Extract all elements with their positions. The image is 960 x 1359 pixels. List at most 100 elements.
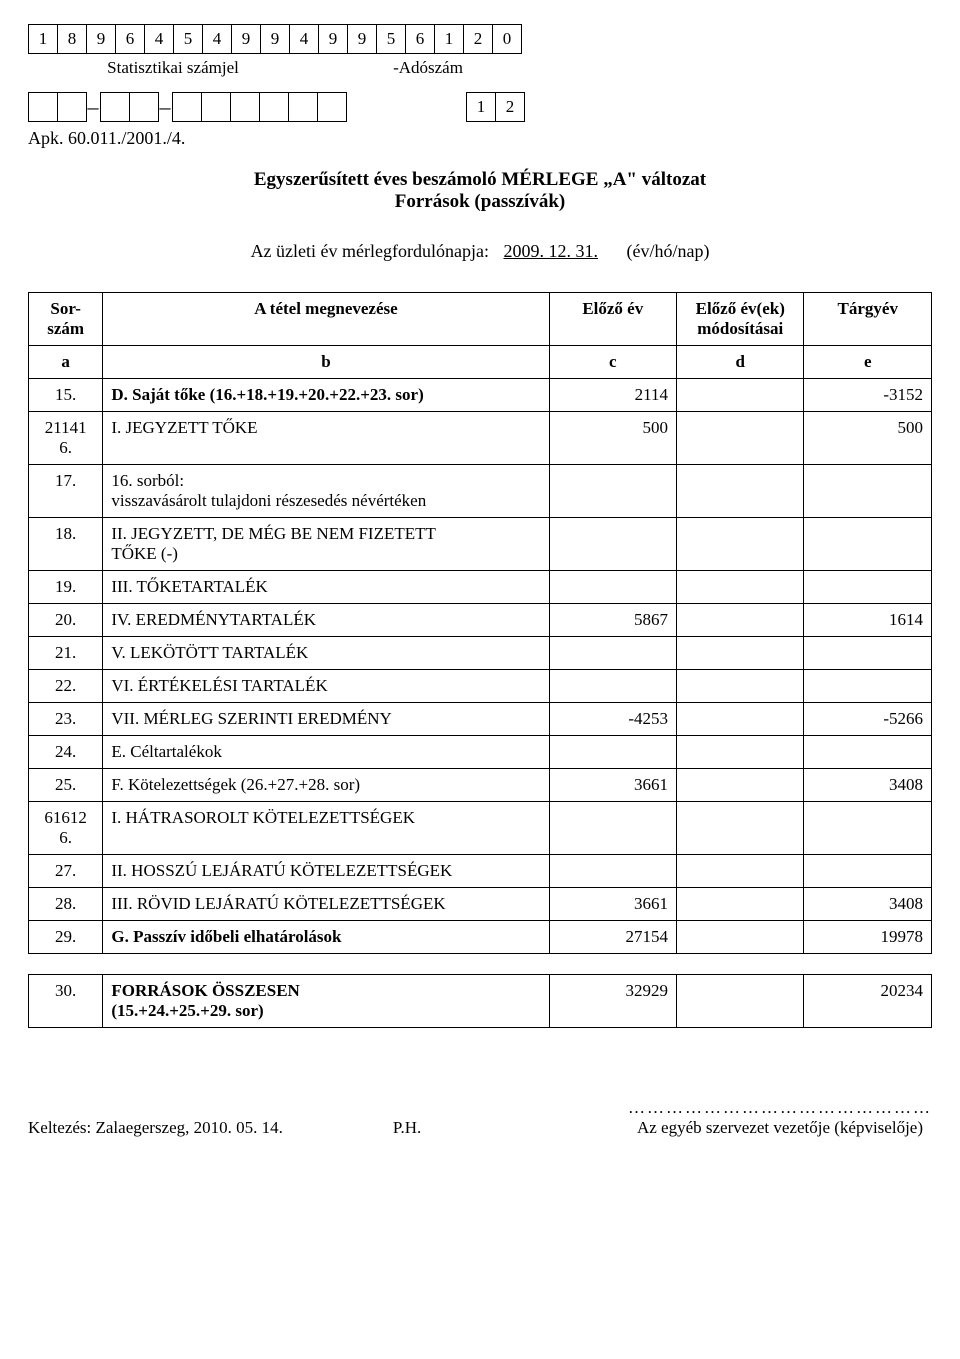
fiscal-prefix: Az üzleti év mérlegfordulónapja:: [251, 241, 489, 261]
table-row: 24.E. Céltartalékok: [29, 736, 932, 769]
cell-current: -3152: [804, 379, 932, 412]
stat-digit: 9: [318, 24, 348, 54]
th-c2: c: [549, 346, 676, 379]
cell-name: F. Kötelezettségek (26.+27.+28. sor): [103, 769, 549, 802]
cell-sor: 15.: [29, 379, 103, 412]
cell-prev: [549, 518, 676, 571]
cell-sor: 29.: [29, 921, 103, 954]
empty-digit-cell: [288, 92, 318, 122]
cell-prev: [549, 465, 676, 518]
cell-name: 16. sorból: visszavásárolt tulajdoni rés…: [103, 465, 549, 518]
cell-name: II. HOSSZÚ LEJÁRATÚ KÖTELEZETTSÉGEK: [103, 855, 549, 888]
title-line-2: Források (passzívák): [28, 191, 932, 213]
cell-current: 19978: [804, 921, 932, 954]
stat-number-row: 18964549949956120: [28, 24, 932, 54]
title-block: Egyszerűsített éves beszámoló MÉRLEGE „A…: [28, 169, 932, 213]
stat-digit: 9: [347, 24, 377, 54]
cell-mod: [677, 670, 804, 703]
cell-prev: [549, 802, 676, 855]
cell-prev: [549, 855, 676, 888]
stat-digit: 5: [173, 24, 203, 54]
tax-label: -Adószám: [368, 58, 488, 78]
cell-sor: 24.: [29, 736, 103, 769]
table-row: 17. 16. sorból: visszavásárolt tulajdoni…: [29, 465, 932, 518]
empty-digit-cell: [57, 92, 87, 122]
cell-sor: 28.: [29, 888, 103, 921]
cell-sor: 23.: [29, 703, 103, 736]
cell-current: [804, 571, 932, 604]
cell-current: [804, 670, 932, 703]
signature-label: Az egyéb szervezet vezetője (képviselője…: [628, 1118, 932, 1138]
cell-current: 3408: [804, 769, 932, 802]
th-d2: d: [677, 346, 804, 379]
cell-name: E. Céltartalékok: [103, 736, 549, 769]
cell-prev: [549, 637, 676, 670]
table-row: 15.D. Saját tőke (16.+18.+19.+20.+22.+23…: [29, 379, 932, 412]
cell-mod: [677, 975, 804, 1028]
table-row: 18.II. JEGYZETT, DE MÉG BE NEM FIZETETT …: [29, 518, 932, 571]
cell-prev: 5867: [549, 604, 676, 637]
cell-sor: 30.: [29, 975, 103, 1028]
stat-digit: 9: [260, 24, 290, 54]
table-row: 29.G. Passzív időbeli elhatárolások27154…: [29, 921, 932, 954]
table-row: 19.III. TŐKETARTALÉK: [29, 571, 932, 604]
table-row: 21141 6.I. JEGYZETT TŐKE500500: [29, 412, 932, 465]
table-row: 25.F. Kötelezettségek (26.+27.+28. sor)3…: [29, 769, 932, 802]
cell-prev: [549, 736, 676, 769]
cell-mod: [677, 769, 804, 802]
cell-current: 3408: [804, 888, 932, 921]
stat-digit: 4: [289, 24, 319, 54]
empty-digit-cell: [172, 92, 202, 122]
table-row: 28.III. RÖVID LEJÁRATÚ KÖTELEZETTSÉGEK36…: [29, 888, 932, 921]
cell-mod: [677, 802, 804, 855]
table-row: 21.V. LEKÖTÖTT TARTALÉK: [29, 637, 932, 670]
stat-digit: 6: [405, 24, 435, 54]
cell-mod: [677, 888, 804, 921]
stat-digit: 6: [115, 24, 145, 54]
cell-current: [804, 637, 932, 670]
stat-digit: 8: [57, 24, 87, 54]
signature-dots: …………………………………………: [628, 1098, 932, 1118]
cell-current: [804, 855, 932, 888]
keltezes: Keltezés: Zalaegerszeg, 2010. 05. 14.: [28, 1118, 283, 1138]
dash-separator: –: [158, 94, 172, 120]
cell-mod: [677, 855, 804, 888]
cell-prev: 2114: [549, 379, 676, 412]
cell-name: III. RÖVID LEJÁRATÚ KÖTELEZETTSÉGEK: [103, 888, 549, 921]
stat-digit: 0: [492, 24, 522, 54]
apk-number: Apk. 60.011./2001./4.: [28, 128, 932, 149]
row2-right-digit: 2: [495, 92, 525, 122]
cell-name: G. Passzív időbeli elhatárolások: [103, 921, 549, 954]
stat-digit: 1: [28, 24, 58, 54]
cell-mod: [677, 412, 804, 465]
cell-name: V. LEKÖTÖTT TARTALÉK: [103, 637, 549, 670]
cell-prev: 32929: [549, 975, 676, 1028]
cell-name: VII. MÉRLEG SZERINTI EREDMÉNY: [103, 703, 549, 736]
empty-digit-cell: [259, 92, 289, 122]
cell-name: VI. ÉRTÉKELÉSI TARTALÉK: [103, 670, 549, 703]
cell-sor: 22.: [29, 670, 103, 703]
balance-table: Sor- szám A tétel megnevezése Előző év E…: [28, 292, 932, 954]
title-line-1: Egyszerűsített éves beszámoló MÉRLEGE „A…: [28, 169, 932, 191]
cell-current: [804, 736, 932, 769]
fiscal-suffix: (év/hó/nap): [626, 241, 709, 261]
cell-current: 20234: [804, 975, 932, 1028]
empty-digit-cell: [129, 92, 159, 122]
th-mod: Előző év(ek) módosításai: [677, 293, 804, 346]
cell-prev: 500: [549, 412, 676, 465]
fiscal-date: 2009. 12. 31.: [497, 241, 604, 261]
cell-name: I. JEGYZETT TŐKE: [103, 412, 549, 465]
cell-mod: [677, 703, 804, 736]
cell-prev: 27154: [549, 921, 676, 954]
cell-mod: [677, 571, 804, 604]
footer: Keltezés: Zalaegerszeg, 2010. 05. 14. P.…: [28, 1098, 932, 1138]
cell-current: 1614: [804, 604, 932, 637]
cell-prev: [549, 670, 676, 703]
cell-sor: 17.: [29, 465, 103, 518]
stat-digit: 9: [86, 24, 116, 54]
cell-prev: [549, 571, 676, 604]
cell-name: IV. EREDMÉNYTARTALÉK: [103, 604, 549, 637]
table-row: 23.VII. MÉRLEG SZERINTI EREDMÉNY-4253-52…: [29, 703, 932, 736]
cell-mod: [677, 736, 804, 769]
cell-sor: 21.: [29, 637, 103, 670]
